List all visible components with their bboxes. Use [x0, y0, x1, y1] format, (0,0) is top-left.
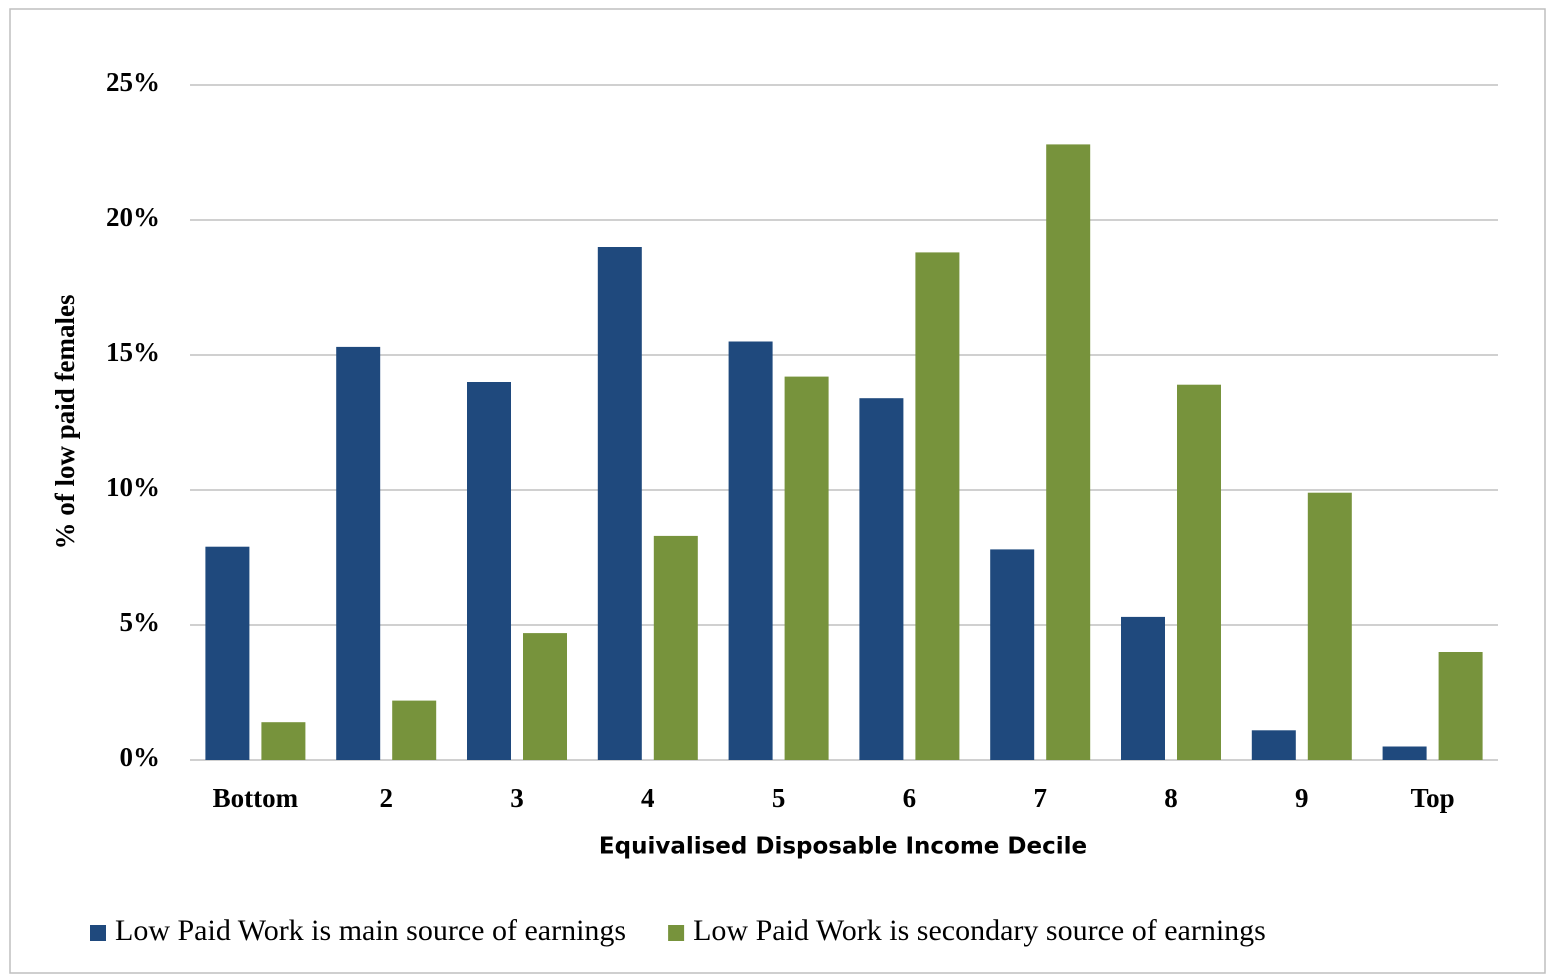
- y-tick-label: 0%: [120, 742, 161, 772]
- x-tick-label: 3: [510, 783, 524, 813]
- x-tick-label: 4: [641, 783, 655, 813]
- bar: [859, 398, 904, 760]
- x-tick-label: 7: [1033, 783, 1047, 813]
- y-tick-label: 10%: [106, 472, 160, 502]
- chart-frame: [9, 8, 1546, 974]
- bar: [1177, 384, 1221, 760]
- x-axis-title: Equivalised Disposable Income Decile: [599, 834, 1087, 860]
- legend-swatch: [90, 925, 106, 941]
- bar: [467, 382, 511, 760]
- bar: [392, 700, 437, 760]
- legend-swatch: [668, 925, 685, 941]
- x-tick-label: 6: [903, 783, 917, 813]
- legend-label: Low Paid Work is main source of earnings: [115, 914, 626, 947]
- x-tick-label: 8: [1164, 783, 1178, 813]
- bar: [597, 247, 642, 760]
- bar: [784, 376, 829, 760]
- bar: [261, 722, 306, 760]
- y-tick-label: 25%: [106, 67, 160, 97]
- bar: [1438, 652, 1483, 760]
- y-tick-label: 5%: [120, 607, 161, 637]
- bar: [1307, 492, 1352, 760]
- bar: [1121, 616, 1165, 760]
- bar: [728, 341, 773, 760]
- bar: [523, 633, 567, 760]
- y-tick-label: 20%: [106, 202, 160, 232]
- x-tick-label: 5: [772, 783, 786, 813]
- x-tick-label: 9: [1295, 783, 1309, 813]
- y-axis-title: % of low paid females: [50, 295, 80, 550]
- bar: [1046, 144, 1091, 760]
- x-tick-label: Bottom: [213, 783, 299, 813]
- bar: [990, 549, 1035, 760]
- bar: [653, 535, 698, 760]
- y-tick-label: 15%: [106, 337, 160, 367]
- x-tick-label: Top: [1411, 783, 1455, 813]
- legend-label: Low Paid Work is secondary source of ear…: [693, 914, 1266, 947]
- bar: [336, 346, 381, 760]
- bar: [915, 252, 960, 760]
- bar: [1251, 730, 1296, 760]
- bar: [1382, 746, 1427, 760]
- bar: [205, 546, 250, 760]
- x-tick-label: 2: [379, 783, 393, 813]
